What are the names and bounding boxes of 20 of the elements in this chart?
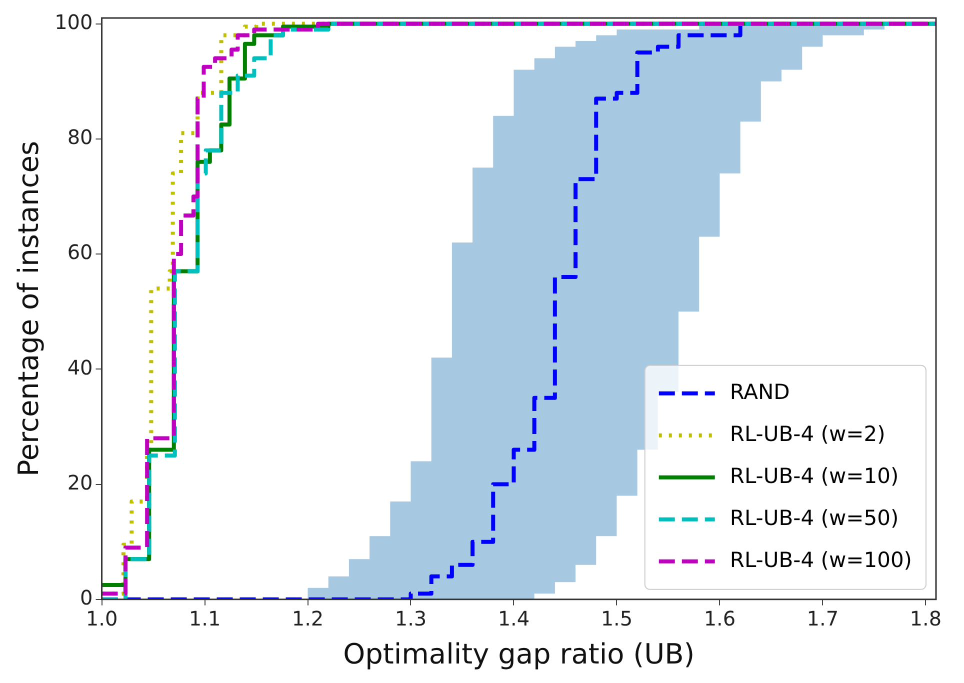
x-tick-label: 1.6 bbox=[704, 606, 736, 631]
y-axis-title: Percentage of instances bbox=[12, 140, 46, 476]
x-tick-label: 1.8 bbox=[910, 606, 942, 631]
x-axis-title: Optimality gap ratio (UB) bbox=[343, 637, 695, 670]
legend-label: RL-UB-4 (w=100) bbox=[730, 548, 912, 572]
x-tick-label: 1.3 bbox=[394, 606, 427, 631]
legend-label: RL-UB-4 (w=2) bbox=[730, 422, 886, 446]
y-tick-label: 80 bbox=[67, 125, 93, 150]
legend-label: RAND bbox=[730, 380, 790, 404]
y-tick-label: 100 bbox=[54, 10, 93, 34]
x-tick-label: 1.2 bbox=[292, 606, 324, 631]
legend-label: RL-UB-4 (w=50) bbox=[730, 506, 899, 530]
x-tick-label: 1.7 bbox=[806, 606, 839, 631]
legend-label: RL-UB-4 (w=10) bbox=[730, 464, 899, 488]
y-tick-label: 20 bbox=[67, 470, 93, 494]
x-tick-label: 1.1 bbox=[188, 606, 221, 631]
y-tick-label: 60 bbox=[67, 240, 93, 264]
x-tick-label: 1.5 bbox=[600, 606, 633, 631]
x-tick-label: 1.4 bbox=[498, 606, 530, 631]
y-tick-label: 40 bbox=[67, 355, 93, 380]
